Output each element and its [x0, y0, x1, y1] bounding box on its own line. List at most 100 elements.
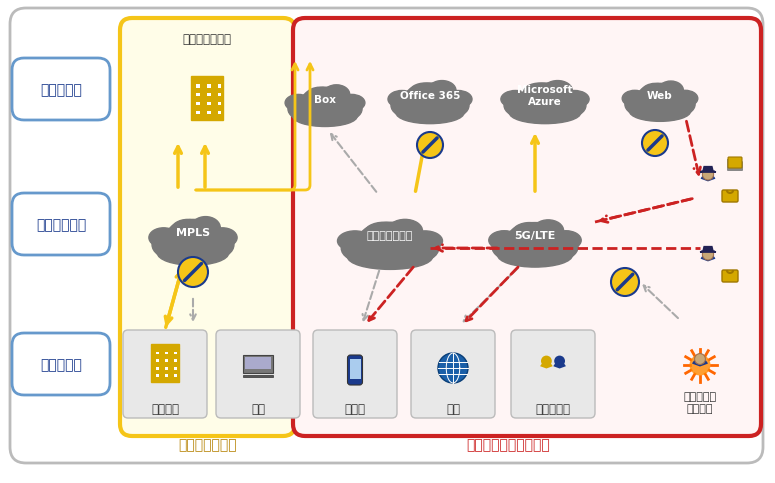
Text: 5G/LTE: 5G/LTE [515, 231, 556, 241]
Polygon shape [703, 167, 713, 171]
FancyBboxPatch shape [511, 330, 595, 418]
Text: 海外: 海外 [446, 403, 460, 416]
Ellipse shape [673, 90, 698, 107]
Wedge shape [701, 173, 715, 182]
FancyBboxPatch shape [722, 270, 738, 282]
Ellipse shape [293, 105, 357, 127]
Ellipse shape [191, 216, 220, 239]
Ellipse shape [166, 219, 220, 256]
Ellipse shape [285, 94, 312, 111]
Ellipse shape [391, 93, 429, 118]
Wedge shape [701, 254, 715, 261]
Text: 対策できていない範囲: 対策できていない範囲 [466, 438, 550, 452]
FancyBboxPatch shape [123, 330, 207, 418]
Ellipse shape [323, 85, 350, 104]
Bar [243, 355, 274, 373]
Ellipse shape [641, 84, 670, 102]
Circle shape [702, 169, 714, 180]
Bar [207, 102, 211, 105]
Ellipse shape [388, 219, 422, 242]
Ellipse shape [506, 223, 563, 258]
FancyBboxPatch shape [347, 355, 363, 385]
Bar [218, 93, 222, 97]
Circle shape [417, 132, 443, 158]
Ellipse shape [341, 234, 389, 263]
Bar [174, 359, 177, 362]
Ellipse shape [396, 102, 464, 124]
Bar [191, 80, 223, 120]
Ellipse shape [409, 83, 441, 103]
Ellipse shape [504, 93, 544, 118]
Ellipse shape [444, 90, 472, 108]
Text: データセンター: データセンター [182, 33, 232, 46]
Bar [218, 85, 222, 87]
Ellipse shape [536, 233, 578, 261]
Ellipse shape [157, 241, 229, 265]
FancyBboxPatch shape [728, 157, 742, 168]
FancyBboxPatch shape [313, 330, 397, 418]
Circle shape [438, 353, 468, 383]
Bar [727, 159, 734, 162]
Circle shape [642, 130, 668, 156]
Circle shape [541, 355, 552, 367]
Ellipse shape [518, 83, 572, 115]
Bar [243, 375, 274, 377]
Ellipse shape [194, 230, 234, 258]
Ellipse shape [363, 222, 404, 245]
Bar [196, 93, 200, 97]
Ellipse shape [428, 81, 456, 100]
Ellipse shape [404, 83, 456, 115]
Text: オフィス: オフィス [151, 403, 179, 416]
FancyBboxPatch shape [216, 330, 300, 418]
Bar [207, 93, 211, 97]
FancyBboxPatch shape [12, 193, 110, 255]
Ellipse shape [512, 223, 547, 244]
Ellipse shape [509, 102, 580, 124]
Wedge shape [692, 358, 708, 367]
FancyBboxPatch shape [12, 333, 110, 395]
Ellipse shape [501, 90, 530, 108]
Ellipse shape [208, 228, 237, 247]
Bar [151, 344, 178, 348]
Wedge shape [553, 362, 566, 369]
Bar [174, 352, 177, 355]
Bar [191, 75, 223, 80]
Bar [156, 367, 159, 369]
Text: 許可しない
ユーザー: 許可しない ユーザー [684, 392, 717, 413]
FancyBboxPatch shape [10, 8, 763, 463]
Text: Web: Web [647, 91, 673, 101]
Bar [165, 374, 168, 377]
Text: 外出先: 外出先 [345, 403, 366, 416]
Ellipse shape [337, 231, 373, 251]
Ellipse shape [149, 228, 178, 247]
Ellipse shape [305, 87, 336, 106]
Ellipse shape [550, 231, 581, 250]
Ellipse shape [658, 81, 684, 99]
Text: アクセス先: アクセス先 [40, 83, 82, 97]
Ellipse shape [431, 93, 469, 118]
Ellipse shape [489, 231, 519, 250]
Ellipse shape [388, 90, 416, 108]
Polygon shape [700, 251, 716, 252]
Ellipse shape [492, 233, 534, 261]
Text: MPLS: MPLS [176, 228, 210, 238]
Bar [245, 357, 271, 369]
Text: パートナー: パートナー [536, 403, 570, 416]
Bar [207, 85, 211, 87]
Circle shape [178, 257, 208, 287]
Circle shape [702, 249, 714, 260]
Ellipse shape [532, 220, 563, 242]
Ellipse shape [300, 87, 350, 118]
Circle shape [554, 355, 565, 367]
Ellipse shape [347, 244, 432, 270]
Ellipse shape [326, 97, 362, 121]
Text: インターネット: インターネット [367, 231, 413, 241]
Ellipse shape [152, 230, 192, 258]
Ellipse shape [661, 93, 695, 116]
Ellipse shape [408, 231, 443, 251]
Bar [156, 352, 159, 355]
Text: Box: Box [314, 95, 336, 105]
Polygon shape [703, 246, 713, 251]
Text: Microsoft
Azure: Microsoft Azure [517, 85, 573, 107]
Ellipse shape [546, 93, 586, 118]
